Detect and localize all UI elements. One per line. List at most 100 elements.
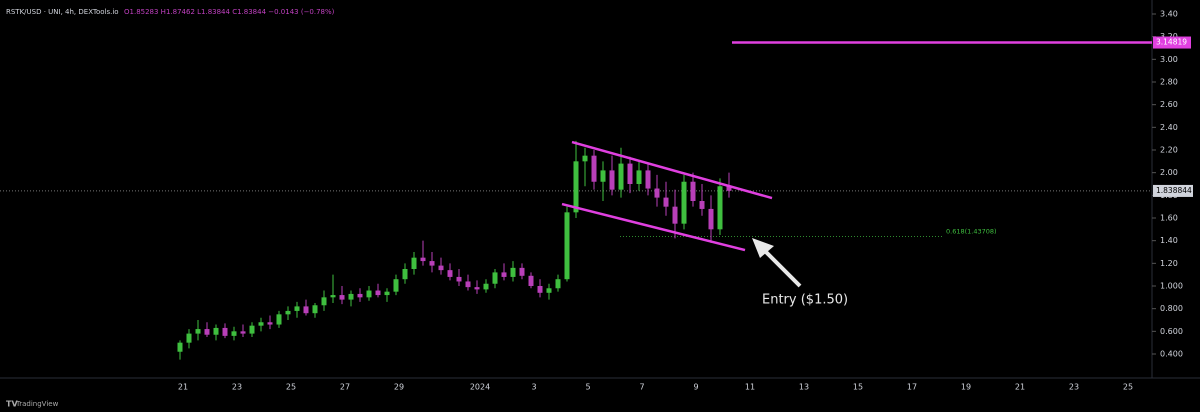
y-tick-label: 1.20 [1160,259,1178,268]
x-tick-label: 25 [1123,383,1133,392]
candle-body [384,291,390,296]
candle-body [528,275,534,286]
candle-body [708,208,714,230]
y-tick-label: 3.00 [1160,55,1178,64]
candle-body [366,290,372,298]
candle-body [546,288,552,293]
candle-body [618,163,624,190]
candle-body [510,267,516,277]
x-tick-label: 29 [394,383,404,392]
candle-body [474,287,480,290]
candle-body [303,306,309,314]
ohlc-header: O1.85283 H1.87462 L1.83844 C1.83844 −0.0… [124,8,335,16]
candle-body [681,181,687,224]
x-tick-label: 11 [745,383,755,392]
candle-body [312,305,318,314]
chart-title: RSTK/USD · UNI, 4h, DEXTools.io [6,8,119,16]
candle-body [195,329,201,334]
candle-body [186,333,192,343]
candle-body [276,314,282,325]
y-tick-label: 1.000 [1160,282,1183,291]
annotation: Entry ($1.50) [762,293,848,308]
candle-body [339,295,345,300]
candle-body [357,293,363,298]
candle-body [177,342,183,352]
candle-body [411,257,417,269]
fib-label: 0.618(1.43708) [946,227,997,235]
candle-body [258,322,264,326]
candle-body [663,197,669,207]
y-tick-label: 2.80 [1160,78,1178,87]
x-tick-label: 5 [585,383,590,392]
candle-body [600,170,606,182]
x-tick-label: 25 [286,383,296,392]
y-tick-label: 3.40 [1160,10,1178,19]
x-tick-label: 9 [693,383,698,392]
candle-body [249,325,255,334]
candle-body [492,272,498,284]
y-tick-label: 2.20 [1160,146,1178,155]
y-tick-label: 2.40 [1160,123,1178,132]
annotation-arrow-head [752,238,774,258]
channel-lower [561,202,746,252]
candle-body [213,327,219,335]
candle-body [501,272,507,277]
x-tick-label: 13 [799,383,809,392]
candle-body [456,276,462,282]
candle-body [330,295,336,298]
y-tick-label: 2.60 [1160,100,1178,109]
x-tick-label: 23 [1069,383,1079,392]
x-tick-label: 21 [178,383,188,392]
candle-body [690,181,696,201]
candle-body [519,267,525,276]
y-tick-label: 0.800 [1160,304,1183,313]
candle-body [699,201,705,209]
candle-body [627,163,633,184]
x-tick-label: 2024 [470,383,490,392]
last-price-label: 1.838844 [1156,186,1192,195]
candle-body [204,329,210,335]
candle-body [447,270,453,277]
candle-body [294,306,300,311]
x-tick-label: 27 [340,383,350,392]
candle-body [582,155,588,162]
candle-body [402,269,408,280]
candle-body [420,257,426,262]
target-label: 3.14819 [1156,38,1187,47]
candle-body [348,293,354,300]
annotation-arrow [758,244,802,288]
y-tick-label: 2.00 [1160,168,1178,177]
candle-body [285,310,291,315]
brand-logo: 𝗧𝗩 [6,400,18,409]
x-tick-label: 7 [639,383,644,392]
candle-body [573,161,579,213]
x-tick-label: 19 [961,383,971,392]
y-tick-label: 1.60 [1160,214,1178,223]
candle-body [654,188,660,198]
candle-body [393,279,399,292]
candle-body [537,286,543,293]
candle-body [375,290,381,296]
candle-body [222,327,228,336]
candle-body [429,261,435,266]
x-tick-label: 17 [907,383,917,392]
candle-body [609,170,615,190]
candle-body [483,283,489,290]
candle-body [717,186,723,230]
candle-body [645,170,651,189]
y-tick-label: 0.600 [1160,327,1183,336]
candle-body [672,206,678,224]
x-tick-label: 15 [853,383,863,392]
target-label-box [1153,36,1191,49]
candle-body [591,155,597,182]
x-tick-label: 23 [232,383,242,392]
candle-body [267,322,273,325]
candle-body [555,279,561,289]
last-price-box [1153,184,1193,197]
candle-body [231,331,237,336]
candle-body [636,170,642,184]
candle-body [438,265,444,271]
candle-body [465,281,471,288]
